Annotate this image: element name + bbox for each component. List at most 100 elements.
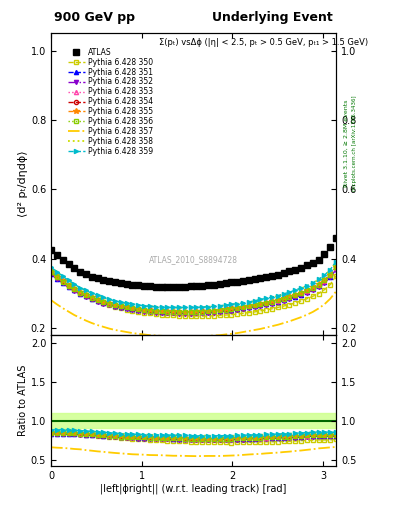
- Pythia 6.428 359: [206, 304, 210, 310]
- ATLAS: [148, 283, 152, 289]
- Pythia 6.428 359: [188, 304, 193, 310]
- Pythia 6.428 351: [153, 308, 158, 314]
- Pythia 6.428 358: [119, 299, 123, 305]
- Pythia 6.428 355: [281, 295, 286, 301]
- Pythia 6.428 352: [61, 280, 65, 286]
- Pythia 6.428 356: [142, 307, 147, 313]
- Pythia 6.428 353: [200, 309, 205, 315]
- Pythia 6.428 351: [124, 305, 129, 311]
- Pythia 6.428 350: [78, 290, 83, 296]
- Pythia 6.428 357: [211, 332, 216, 338]
- ATLAS: [310, 260, 315, 266]
- Pythia 6.428 351: [66, 284, 71, 290]
- Pythia 6.428 352: [142, 309, 147, 315]
- Pythia 6.428 356: [61, 279, 65, 285]
- Pythia 6.428 351: [275, 298, 280, 305]
- Pythia 6.428 358: [72, 281, 77, 287]
- ATLAS: [252, 276, 257, 283]
- Pythia 6.428 350: [270, 306, 274, 312]
- Pythia 6.428 350: [177, 313, 182, 319]
- Pythia 6.428 355: [293, 291, 298, 297]
- Pythia 6.428 358: [217, 303, 222, 309]
- Pythia 6.428 350: [165, 312, 170, 318]
- Pythia 6.428 355: [130, 305, 135, 311]
- Pythia 6.428 350: [275, 304, 280, 310]
- Pythia 6.428 358: [316, 276, 321, 283]
- Pythia 6.428 352: [235, 307, 239, 313]
- Pythia 6.428 351: [211, 308, 216, 314]
- Pythia 6.428 355: [316, 281, 321, 287]
- Pythia 6.428 356: [252, 302, 257, 308]
- Pythia 6.428 358: [264, 296, 268, 302]
- Pythia 6.428 350: [113, 304, 118, 310]
- Pythia 6.428 354: [200, 308, 205, 314]
- Pythia 6.428 356: [281, 296, 286, 302]
- Pythia 6.428 356: [49, 269, 53, 275]
- Pythia 6.428 357: [84, 317, 88, 324]
- Pythia 6.428 351: [252, 303, 257, 309]
- Pythia 6.428 353: [194, 309, 199, 315]
- Pythia 6.428 357: [159, 333, 164, 339]
- Pythia 6.428 358: [229, 302, 234, 308]
- ATLAS: [107, 279, 112, 285]
- Pythia 6.428 357: [194, 333, 199, 339]
- Pythia 6.428 354: [107, 301, 112, 307]
- Pythia 6.428 352: [241, 306, 245, 312]
- Pythia 6.428 355: [194, 308, 199, 314]
- Pythia 6.428 357: [252, 327, 257, 333]
- Pythia 6.428 359: [322, 272, 327, 279]
- Pythia 6.428 358: [78, 285, 83, 291]
- Pythia 6.428 353: [101, 299, 106, 305]
- Pythia 6.428 351: [270, 300, 274, 306]
- Pythia 6.428 357: [258, 326, 263, 332]
- Pythia 6.428 356: [211, 308, 216, 314]
- Pythia 6.428 358: [95, 292, 100, 298]
- Pythia 6.428 350: [130, 308, 135, 314]
- ATLAS: [49, 247, 53, 253]
- Pythia 6.428 350: [95, 298, 100, 304]
- Bar: [51, 413, 336, 429]
- Pythia 6.428 350: [84, 293, 88, 299]
- Pythia 6.428 358: [90, 290, 94, 296]
- Pythia 6.428 354: [171, 309, 176, 315]
- Pythia 6.428 358: [334, 259, 338, 265]
- Pythia 6.428 350: [287, 302, 292, 308]
- Pythia 6.428 352: [310, 287, 315, 293]
- Pythia 6.428 358: [182, 305, 187, 311]
- ATLAS: [165, 284, 170, 290]
- Pythia 6.428 350: [136, 309, 141, 315]
- ATLAS: [101, 277, 106, 283]
- Pythia 6.428 357: [264, 325, 268, 331]
- Pythia 6.428 357: [334, 288, 338, 294]
- Pythia 6.428 352: [78, 291, 83, 297]
- Pythia 6.428 351: [229, 307, 234, 313]
- Pythia 6.428 350: [235, 311, 239, 317]
- Pythia 6.428 351: [287, 295, 292, 302]
- Pythia 6.428 353: [270, 299, 274, 305]
- Pythia 6.428 353: [153, 308, 158, 314]
- ATLAS: [95, 275, 100, 282]
- Pythia 6.428 351: [299, 291, 303, 297]
- Pythia 6.428 355: [49, 269, 53, 275]
- Pythia 6.428 353: [130, 305, 135, 311]
- Pythia 6.428 353: [165, 309, 170, 315]
- Pythia 6.428 355: [200, 308, 205, 314]
- Pythia 6.428 357: [165, 333, 170, 339]
- Pythia 6.428 359: [124, 300, 129, 306]
- Pythia 6.428 358: [188, 305, 193, 311]
- Pythia 6.428 358: [49, 264, 53, 270]
- Pythia 6.428 352: [287, 296, 292, 302]
- Pythia 6.428 352: [293, 294, 298, 301]
- Pythia 6.428 356: [293, 292, 298, 298]
- Pythia 6.428 356: [84, 292, 88, 298]
- Pythia 6.428 351: [182, 309, 187, 315]
- Pythia 6.428 351: [136, 307, 141, 313]
- Text: 900 GeV pp: 900 GeV pp: [54, 11, 135, 24]
- Pythia 6.428 359: [281, 291, 286, 297]
- Pythia 6.428 358: [281, 291, 286, 297]
- Pythia 6.428 352: [136, 308, 141, 314]
- Pythia 6.428 354: [165, 309, 170, 315]
- Pythia 6.428 351: [281, 297, 286, 303]
- Pythia 6.428 351: [264, 301, 268, 307]
- Pythia 6.428 351: [107, 301, 112, 307]
